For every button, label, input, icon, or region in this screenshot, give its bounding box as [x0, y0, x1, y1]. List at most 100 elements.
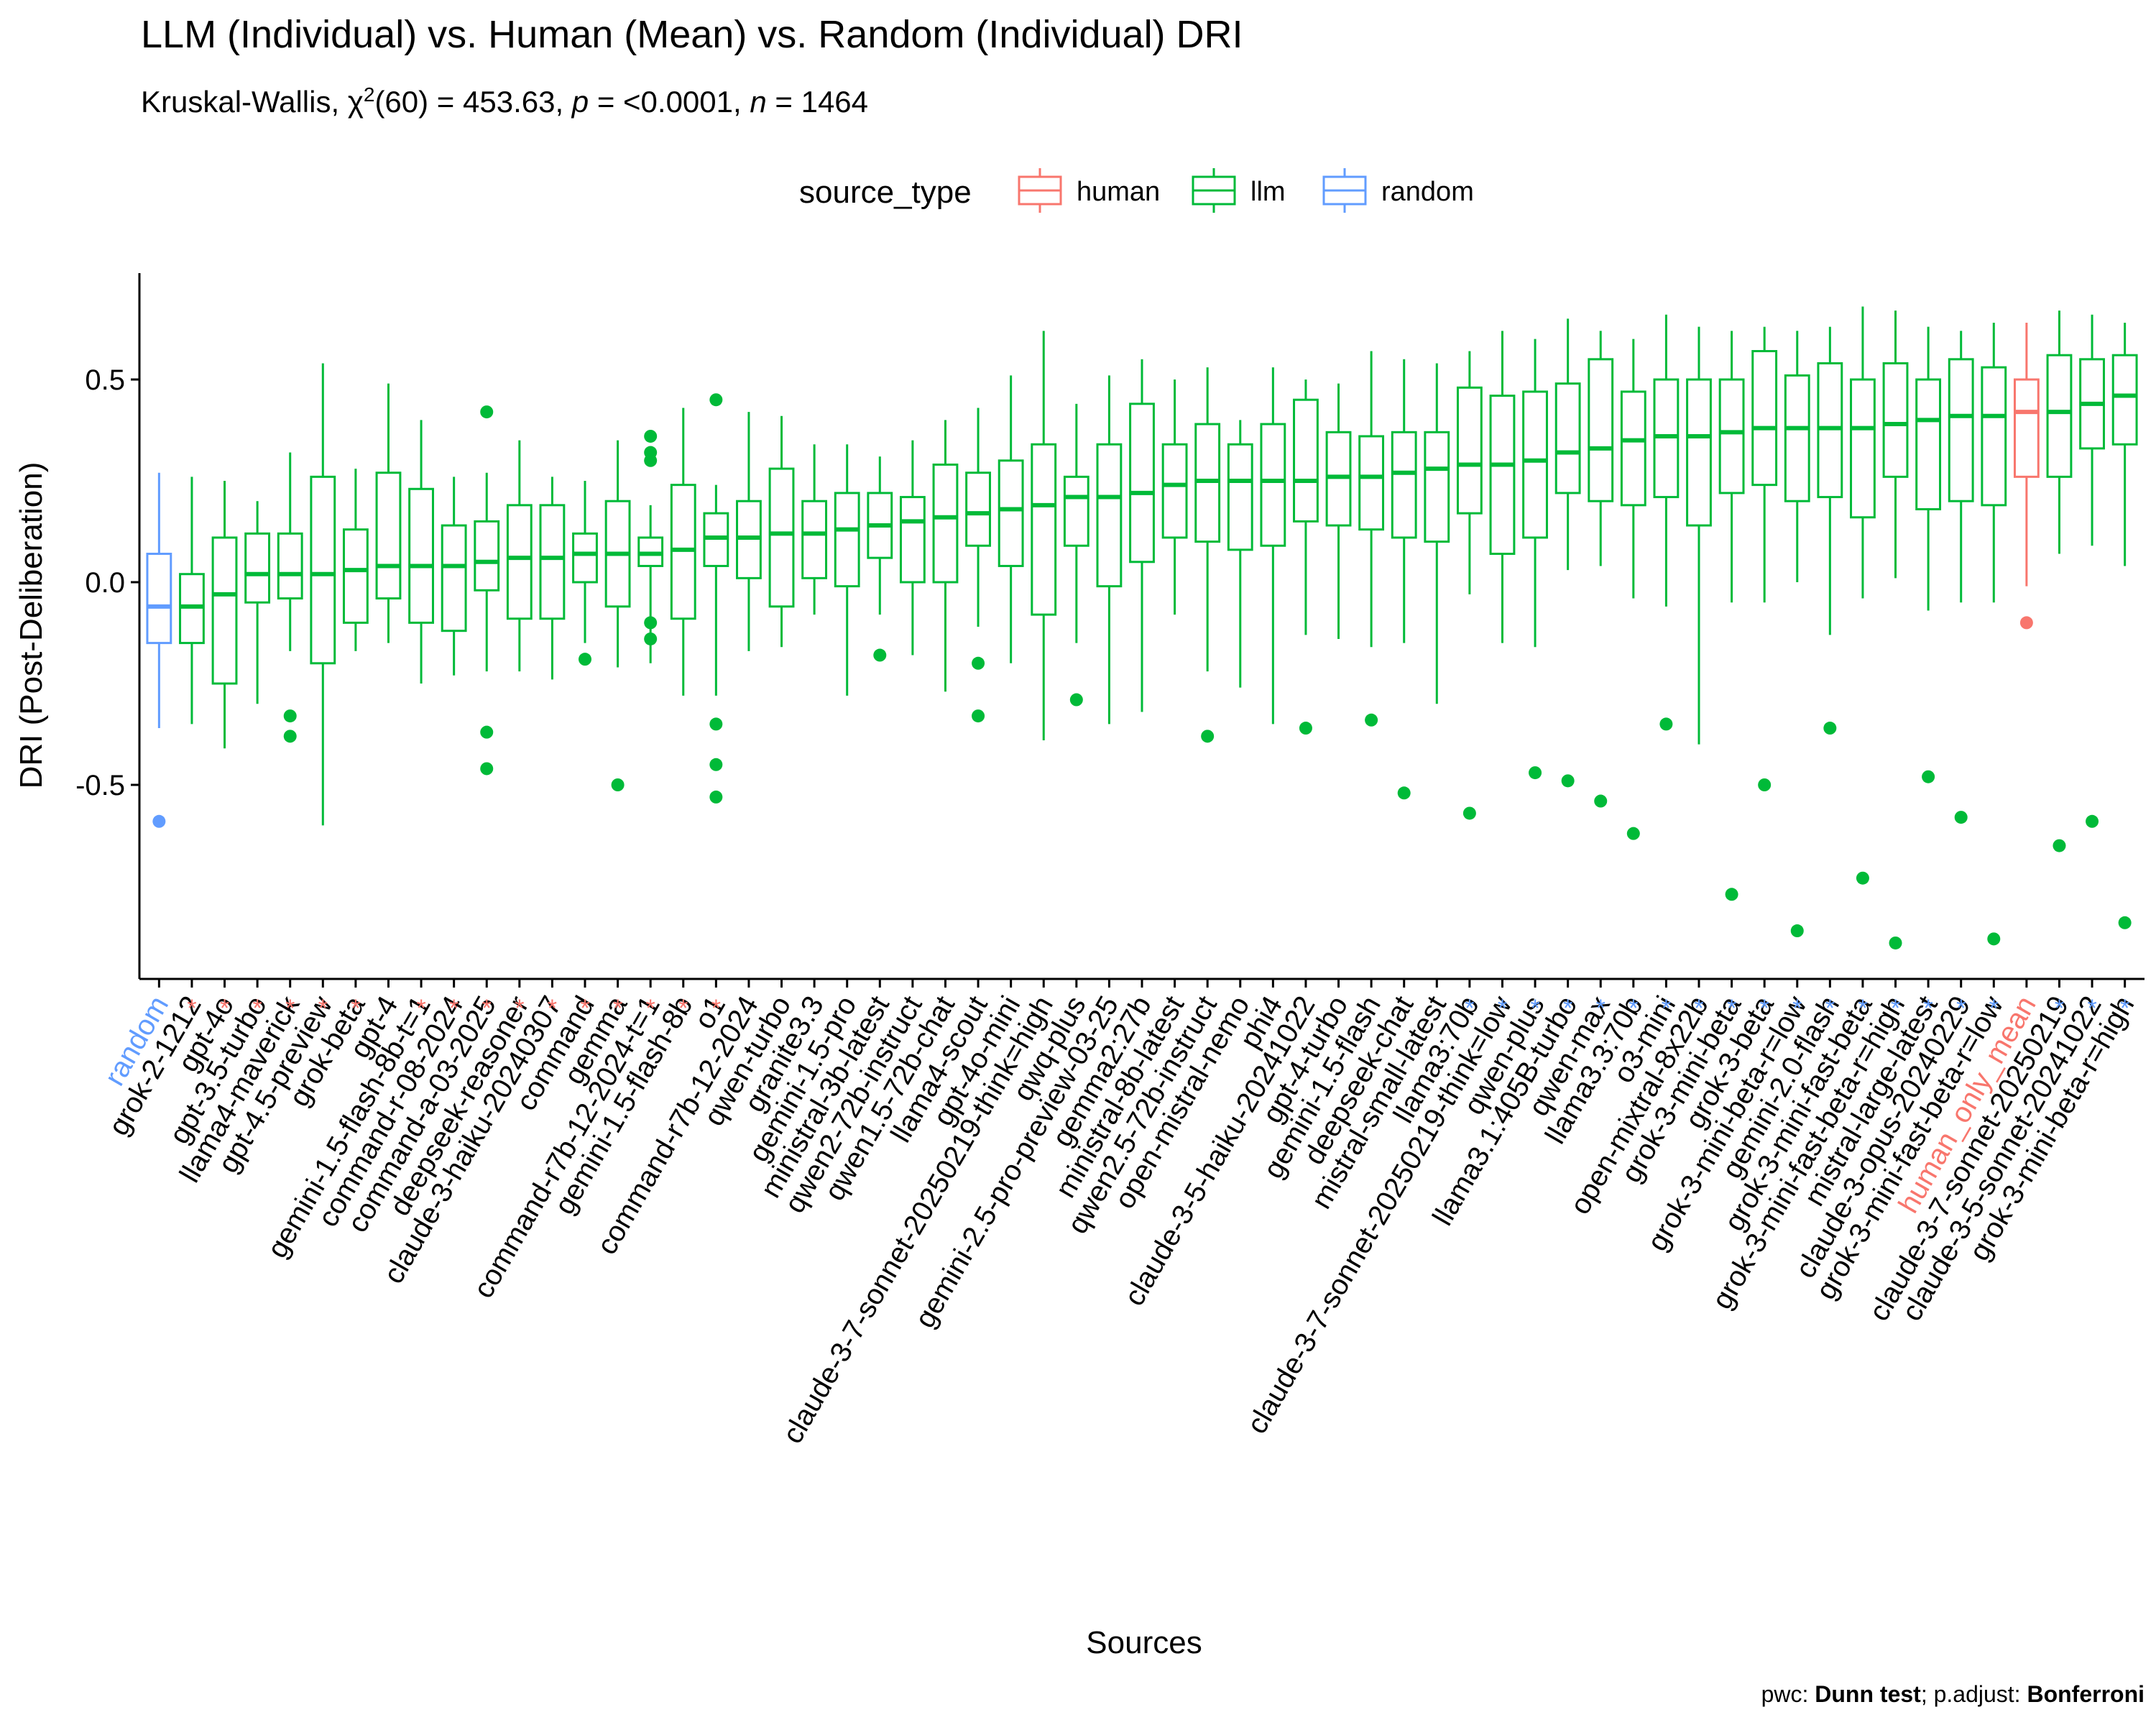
box-iqr	[441, 524, 467, 632]
significance-star: *	[1498, 995, 1507, 1022]
significance-star: *	[220, 995, 229, 1022]
box-grok-3-beta	[1751, 326, 1778, 791]
box-iqr	[1554, 382, 1581, 494]
box-iqr	[277, 532, 303, 600]
subtitle-n-value: = 1464	[767, 85, 868, 119]
box-iqr	[1915, 378, 1942, 510]
box-claude-3-haiku-20240307	[539, 477, 566, 680]
legend-item-human: human	[1018, 168, 1160, 213]
box-gemini-1.5-pro	[834, 444, 860, 696]
box-qwen2.5-72b-instruct	[1194, 367, 1221, 743]
significance-star: *	[515, 995, 524, 1022]
outlier-point	[709, 717, 723, 731]
box-iqr	[1522, 390, 1548, 539]
significance-star: *	[580, 995, 589, 1022]
significance-star: *	[1825, 995, 1835, 1022]
box-iqr	[1620, 390, 1646, 507]
box-iqr	[1588, 358, 1614, 502]
box-llama4-scout	[965, 408, 991, 723]
box-gpt-4.5-preview	[310, 363, 336, 826]
significance-star: *	[449, 995, 459, 1022]
box-o3-mini	[1653, 314, 1680, 731]
box-qwen2-72b-instruct	[899, 440, 926, 656]
box-grok-beta	[342, 469, 369, 651]
outlier-point	[644, 454, 658, 467]
outlier-point	[709, 790, 723, 804]
box-grok-3-mini-beta-r=high	[2111, 323, 2138, 929]
legend-label-human: human	[1077, 177, 1160, 207]
box-iqr	[310, 475, 336, 665]
box-deepseek-reasoner	[506, 440, 533, 672]
box-iqr	[1424, 431, 1450, 543]
significance-star: *	[1989, 995, 1999, 1022]
box-iqr	[146, 553, 172, 645]
box-iqr	[506, 504, 533, 620]
box-gemini-2.5-pro-preview-03-25	[1096, 375, 1123, 724]
legend-item-random: random	[1322, 168, 1474, 213]
significance-star: *	[1760, 995, 1769, 1022]
box-phi4	[1260, 367, 1286, 724]
box-iqr	[1981, 366, 2007, 507]
box-iqr	[375, 472, 402, 600]
box-human_only_mean	[2013, 323, 2040, 630]
outlier-point	[1069, 693, 1083, 707]
box-gpt-4o-mini	[998, 375, 1024, 663]
box-iqr	[2046, 354, 2073, 478]
box-grok-3-mini-beta	[1718, 331, 1745, 901]
outlier-point	[2118, 916, 2132, 929]
box-iqr	[1227, 443, 1253, 551]
box-claude-3-5-haiku-20241022	[1293, 380, 1319, 735]
subtitle-chi: χ	[348, 85, 364, 119]
box-iqr	[244, 532, 271, 604]
box-open-mistral-nemo	[1227, 420, 1253, 688]
box-iqr	[1948, 358, 1974, 502]
significance-star: *	[1792, 995, 1802, 1022]
outlier-point	[1758, 778, 1772, 791]
outlier-point	[709, 393, 723, 407]
outlier-point	[480, 762, 494, 776]
box-iqr	[1260, 423, 1286, 547]
significance-star: *	[2120, 995, 2129, 1022]
box-command	[572, 481, 598, 666]
significance-star: *	[1628, 995, 1638, 1022]
chart-title: LLM (Individual) vs. Human (Mean) vs. Ra…	[141, 13, 1243, 56]
box-llama3:70b	[1456, 351, 1483, 820]
box-claude-3-7-sonnet-20250219-think=low	[1489, 331, 1516, 643]
outlier-point	[709, 758, 723, 771]
box-iqr	[801, 500, 828, 579]
box-open-mixtral-8x22b	[1686, 326, 1712, 745]
legend-item-llm: llm	[1192, 168, 1286, 213]
box-command-r7b-12-2024-t=1	[637, 429, 664, 663]
box-claude-3-5-sonnet-20241022	[2079, 314, 2105, 828]
box-iqr	[1391, 431, 1417, 539]
outlier-point	[1299, 722, 1312, 735]
outlier-point	[1790, 924, 1804, 938]
significance-star: *	[285, 995, 295, 1022]
box-qwen-max	[1588, 331, 1614, 808]
box-iqr	[1489, 395, 1516, 556]
caption-adjust: Bonferroni	[2027, 1681, 2145, 1707]
box-gemini-2.0-flash	[1817, 326, 1843, 735]
box-iqr	[1850, 378, 1876, 519]
legend: source_type human llm random	[799, 168, 1474, 213]
subtitle-p-label: p	[571, 85, 589, 119]
outlier-point	[972, 656, 985, 670]
box-iqr	[539, 504, 566, 620]
outlier-point	[579, 653, 591, 666]
subtitle-p-value: = <0.0001,	[589, 85, 750, 119]
significance-star: *	[678, 995, 688, 1022]
box-claude-3-7-sonnet-20250219-think=high	[1031, 331, 1057, 740]
plot-area	[146, 306, 2138, 949]
box-iqr	[1718, 378, 1745, 494]
significance-star: *	[482, 995, 492, 1022]
outlier-point	[1462, 806, 1476, 820]
outlier-point	[1889, 936, 1902, 949]
box-gpt-4	[375, 383, 402, 643]
box-iqr	[1096, 443, 1123, 588]
outlier-point	[611, 778, 625, 791]
significance-star: *	[416, 995, 425, 1022]
outlier-point	[1561, 774, 1575, 788]
box-qwen1.5-72b-chat	[932, 420, 959, 692]
outlier-point	[1365, 713, 1378, 727]
